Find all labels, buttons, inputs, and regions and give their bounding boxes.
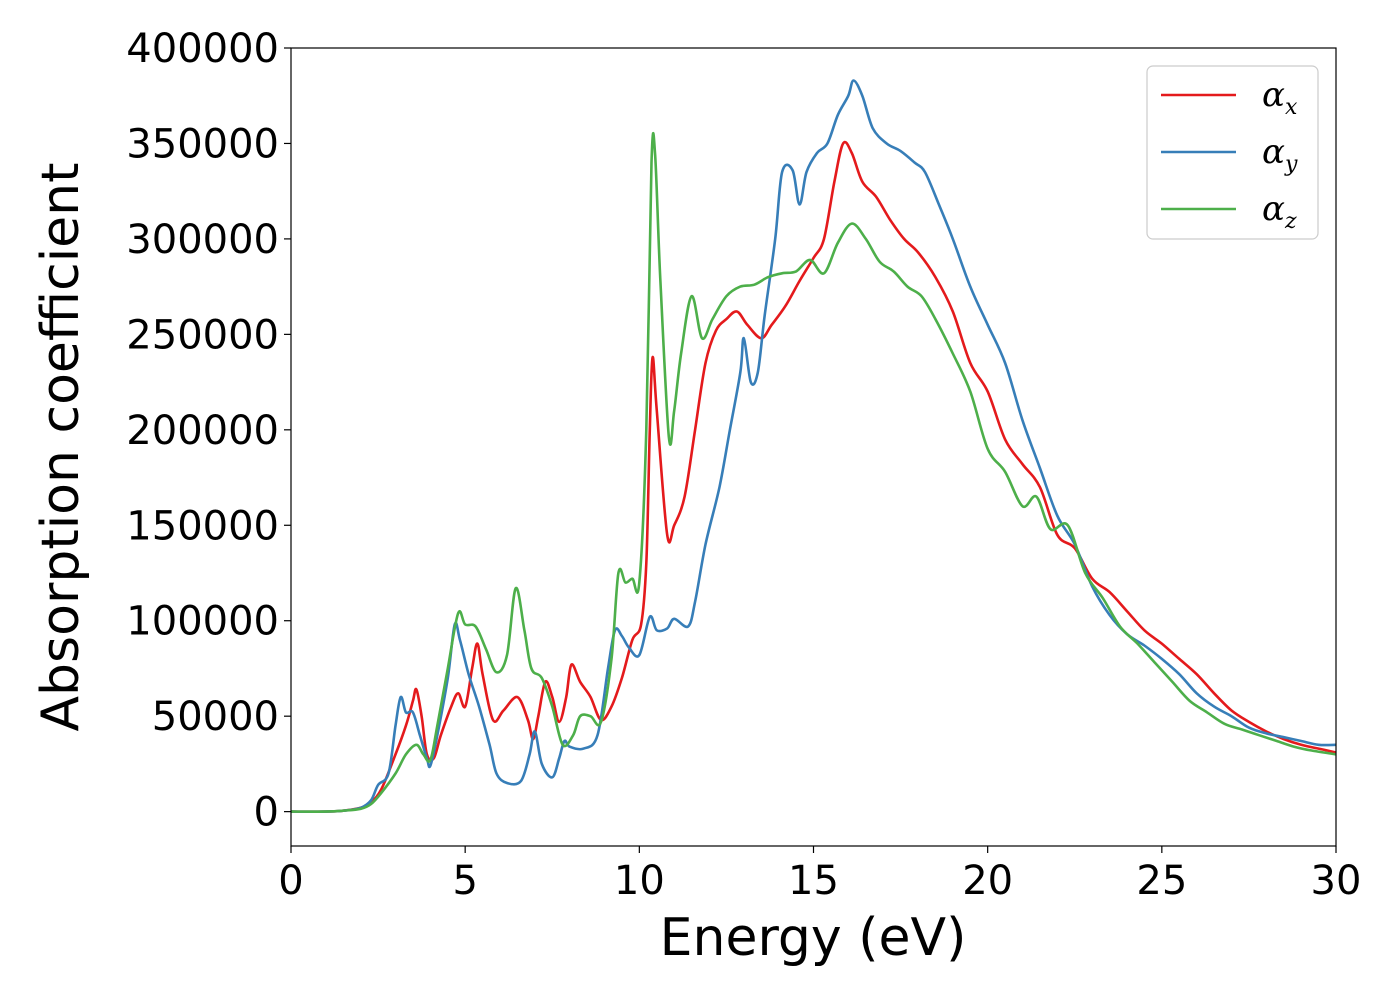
y-tick-label: 100000: [126, 599, 279, 645]
legend-label-z: αz: [1262, 189, 1297, 234]
y-tick-label: 150000: [126, 503, 279, 549]
x-tick-label: 0: [278, 858, 303, 904]
y-tick-label: 0: [254, 790, 279, 836]
x-axis-ticks: 0 5 10 15 20 25 30: [278, 846, 1361, 904]
legend-label-subscript: x: [1285, 95, 1298, 120]
series-layer: [290, 79, 1337, 813]
y-tick-label: 50000: [152, 694, 279, 740]
y-tick-label: 300000: [126, 217, 279, 263]
y-axis-label: Absorption coefficient: [31, 162, 91, 731]
series-line-z: [290, 132, 1337, 813]
series-line-y: [290, 79, 1337, 813]
y-tick-label: 350000: [126, 121, 279, 167]
legend-label-base: α: [1262, 132, 1285, 172]
x-tick-label: 10: [614, 858, 665, 904]
y-tick-label: 200000: [126, 408, 279, 454]
series-line-x: [290, 140, 1337, 813]
x-tick-label: 30: [1311, 858, 1362, 904]
legend-label-base: α: [1262, 189, 1285, 229]
legend-label-subscript: z: [1284, 209, 1297, 234]
x-tick-label: 20: [962, 858, 1013, 904]
legend-label-subscript: y: [1284, 152, 1298, 177]
y-axis-ticks: 0 50000 100000 150000 200000 250000 300000 3500…: [126, 26, 291, 836]
x-tick-label: 25: [1136, 858, 1187, 904]
y-tick-label: 250000: [126, 312, 279, 358]
x-tick-label: 15: [788, 858, 839, 904]
legend-label-y: αy: [1262, 132, 1298, 177]
x-tick-label: 5: [452, 858, 477, 904]
legend-label-base: α: [1262, 75, 1285, 115]
x-axis-label: Energy (eV): [660, 908, 967, 968]
legend-label-x: αx: [1262, 75, 1298, 120]
y-tick-label: 400000: [126, 26, 279, 72]
